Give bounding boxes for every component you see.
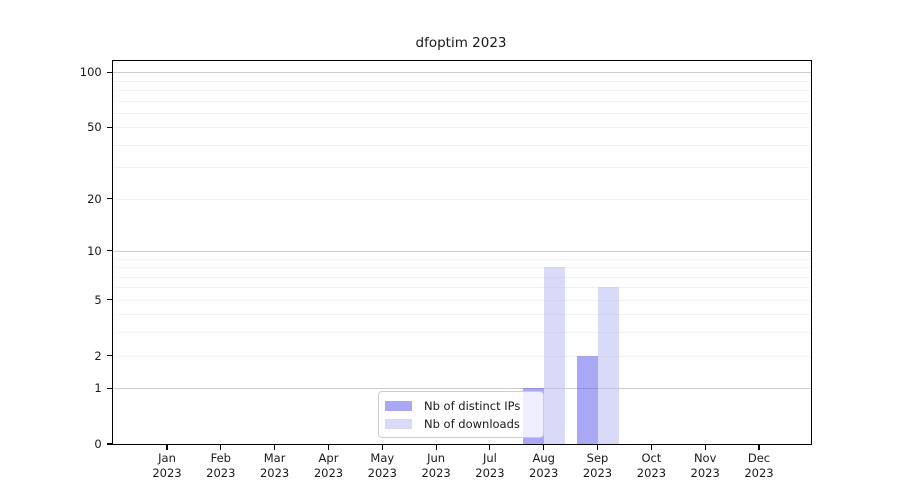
x-axis-tick-label: Apr 2023 bbox=[313, 451, 344, 480]
legend-label-downloads: Nb of downloads bbox=[424, 416, 520, 431]
gridline-major bbox=[113, 250, 811, 252]
bar-distinct-ips-sep bbox=[576, 355, 598, 444]
y-axis-tick bbox=[106, 299, 112, 301]
bar-downloads-aug bbox=[543, 267, 565, 444]
plot-area: 0 1 2 5 10 20 50 100 Jan 2023 Feb 2023 Mar 2023 Apr 202… bbox=[80, 60, 812, 480]
y-axis-tick bbox=[106, 198, 112, 200]
y-axis-tick-label: 0 bbox=[94, 437, 102, 451]
x-axis-tick bbox=[758, 445, 760, 451]
x-axis-tick bbox=[381, 445, 383, 451]
x-axis-tick-label: Mar 2023 bbox=[259, 451, 290, 480]
x-axis-tick-label: Jan 2023 bbox=[152, 451, 182, 480]
gridline-minor bbox=[113, 299, 811, 301]
chart-title: dfoptim 2023 bbox=[415, 35, 507, 51]
y-axis-tick-label: 10 bbox=[87, 243, 102, 258]
y-axis-tick-label: 100 bbox=[79, 65, 102, 80]
legend-swatch-downloads bbox=[385, 418, 412, 429]
gridline-minor bbox=[113, 314, 811, 316]
y-axis-tick-label: 1 bbox=[94, 381, 102, 396]
y-axis-tick bbox=[106, 354, 112, 357]
x-axis-tick bbox=[650, 445, 652, 451]
y-axis-tick bbox=[106, 126, 112, 128]
legend: Nb of distinct IPs Nb of downloads bbox=[378, 391, 544, 438]
legend-label-distinct-ips: Nb of distinct IPs bbox=[424, 398, 521, 413]
x-axis-tick-label: Dec 2023 bbox=[744, 451, 774, 480]
x-axis-tick-label: Jun 2023 bbox=[421, 451, 451, 480]
y-axis-tick bbox=[106, 387, 112, 389]
y-axis-tick bbox=[106, 250, 112, 252]
gridline-minor bbox=[113, 144, 811, 146]
x-axis-tick bbox=[274, 445, 276, 451]
gridline-minor bbox=[113, 112, 811, 114]
x-axis-tick-label: Feb 2023 bbox=[206, 451, 236, 480]
gridline-minor bbox=[113, 332, 811, 334]
legend-item-distinct-ips: Nb of distinct IPs bbox=[385, 397, 535, 414]
gridline-minor bbox=[113, 267, 811, 268]
gridline-minor bbox=[113, 89, 811, 91]
y-axis-tick bbox=[106, 71, 112, 73]
x-axis-tick bbox=[596, 445, 599, 451]
x-axis-tick bbox=[704, 445, 706, 451]
gridline-minor bbox=[113, 198, 811, 200]
y-axis-tick-label: 20 bbox=[87, 191, 102, 206]
bar-downloads-sep bbox=[597, 287, 619, 444]
gridline-minor bbox=[113, 127, 811, 129]
gridline-minor bbox=[113, 80, 811, 82]
gridline-minor bbox=[113, 167, 811, 169]
x-axis-tick bbox=[543, 445, 545, 451]
legend-item-downloads: Nb of downloads bbox=[385, 415, 535, 432]
x-axis-tick bbox=[489, 445, 491, 451]
x-axis-tick-label: Aug 2023 bbox=[529, 451, 559, 480]
gridline-minor bbox=[113, 100, 811, 102]
x-axis-tick-label: Sep 2023 bbox=[582, 451, 613, 480]
gridline-minor bbox=[113, 276, 811, 278]
gridline-minor bbox=[113, 355, 811, 357]
x-axis-tick bbox=[435, 445, 437, 451]
x-axis-tick-label: May 2023 bbox=[367, 451, 397, 480]
x-axis-tick-label: Nov 2023 bbox=[690, 451, 720, 480]
x-axis-tick-label: Jul 2023 bbox=[475, 451, 505, 480]
gridline-minor bbox=[113, 258, 811, 260]
y-axis-tick-label: 50 bbox=[87, 120, 102, 135]
gridline-major bbox=[113, 388, 811, 390]
x-axis-tick bbox=[220, 445, 222, 451]
x-axis-tick bbox=[166, 445, 168, 451]
legend-swatch-distinct-ips bbox=[385, 400, 412, 411]
y-axis-tick-label: 5 bbox=[94, 292, 102, 307]
x-axis-tick bbox=[327, 445, 330, 451]
gridline-minor bbox=[113, 287, 811, 289]
x-axis-tick-label: Oct 2023 bbox=[636, 451, 667, 480]
y-axis-tick bbox=[106, 443, 112, 445]
y-axis-tick-label: 2 bbox=[94, 348, 102, 363]
gridline-major bbox=[113, 72, 811, 74]
